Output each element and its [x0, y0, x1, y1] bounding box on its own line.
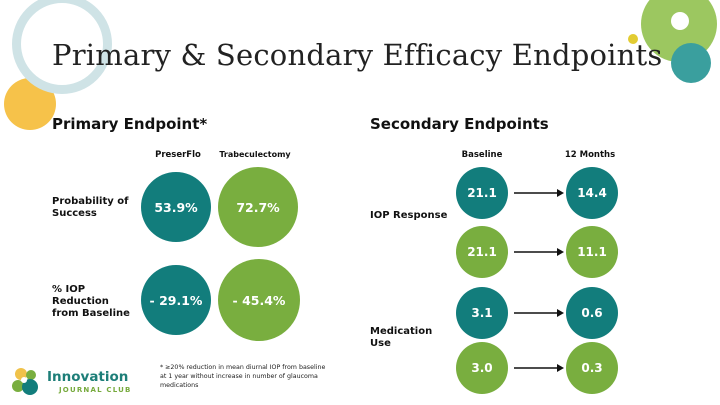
preserflo-success-bubble: 53.9%: [141, 172, 211, 242]
logo-name: Innovation: [47, 369, 129, 385]
preserflo-iop-bubble: - 29.1%: [141, 265, 211, 335]
row-label-iop-reduction: % IOP Reduction from Baseline: [52, 284, 130, 319]
med-baseline-bubble-1: 3.1: [456, 287, 508, 339]
trab-iop-bubble: - 45.4%: [218, 259, 300, 341]
secondary-col-baseline: Baseline: [461, 150, 503, 160]
trab-success-bubble: 72.7%: [218, 167, 298, 247]
group-label-iop-response: IOP Response: [370, 210, 448, 221]
arrow-right-icon: [514, 248, 564, 256]
primary-heading: Primary Endpoint*: [52, 115, 208, 133]
iop-12m-bubble-1: 14.4: [566, 167, 618, 219]
decor-teal-circle: [671, 43, 711, 83]
decor-ring: [12, 0, 112, 94]
decor-small-yellow-dot: [628, 34, 638, 44]
iop-baseline-bubble-1: 21.1: [456, 167, 508, 219]
logo-mark-icon: [12, 368, 38, 395]
logo-subtitle: JOURNAL CLUB: [59, 386, 132, 394]
group-label-medication-use: Medication Use: [370, 326, 433, 349]
iop-baseline-bubble-2: 21.1: [456, 226, 508, 278]
med-12m-bubble-2: 0.3: [566, 342, 618, 394]
med-12m-bubble-1: 0.6: [566, 287, 618, 339]
footnote: * ≥20% reduction in mean diurnal IOP fro…: [160, 364, 326, 389]
arrow-right-icon: [514, 309, 564, 317]
primary-col-trabeculectomy: Trabeculectomy: [219, 150, 291, 159]
iop-12m-bubble-2: 11.1: [566, 226, 618, 278]
page-title: Primary & Secondary Efficacy Endpoints: [52, 38, 663, 72]
arrow-right-icon: [514, 364, 564, 372]
row-label-success: Probability of Success: [52, 196, 129, 219]
innovation-journal-club-logo: Innovation JOURNAL CLUB: [10, 366, 150, 398]
arrow-right-icon: [514, 189, 564, 197]
secondary-heading: Secondary Endpoints: [370, 115, 549, 133]
primary-col-preserflo: PreserFlo: [155, 150, 201, 160]
decor-white-dot: [671, 12, 689, 30]
secondary-col-12-months: 12 Months: [564, 150, 616, 160]
med-baseline-bubble-2: 3.0: [456, 342, 508, 394]
